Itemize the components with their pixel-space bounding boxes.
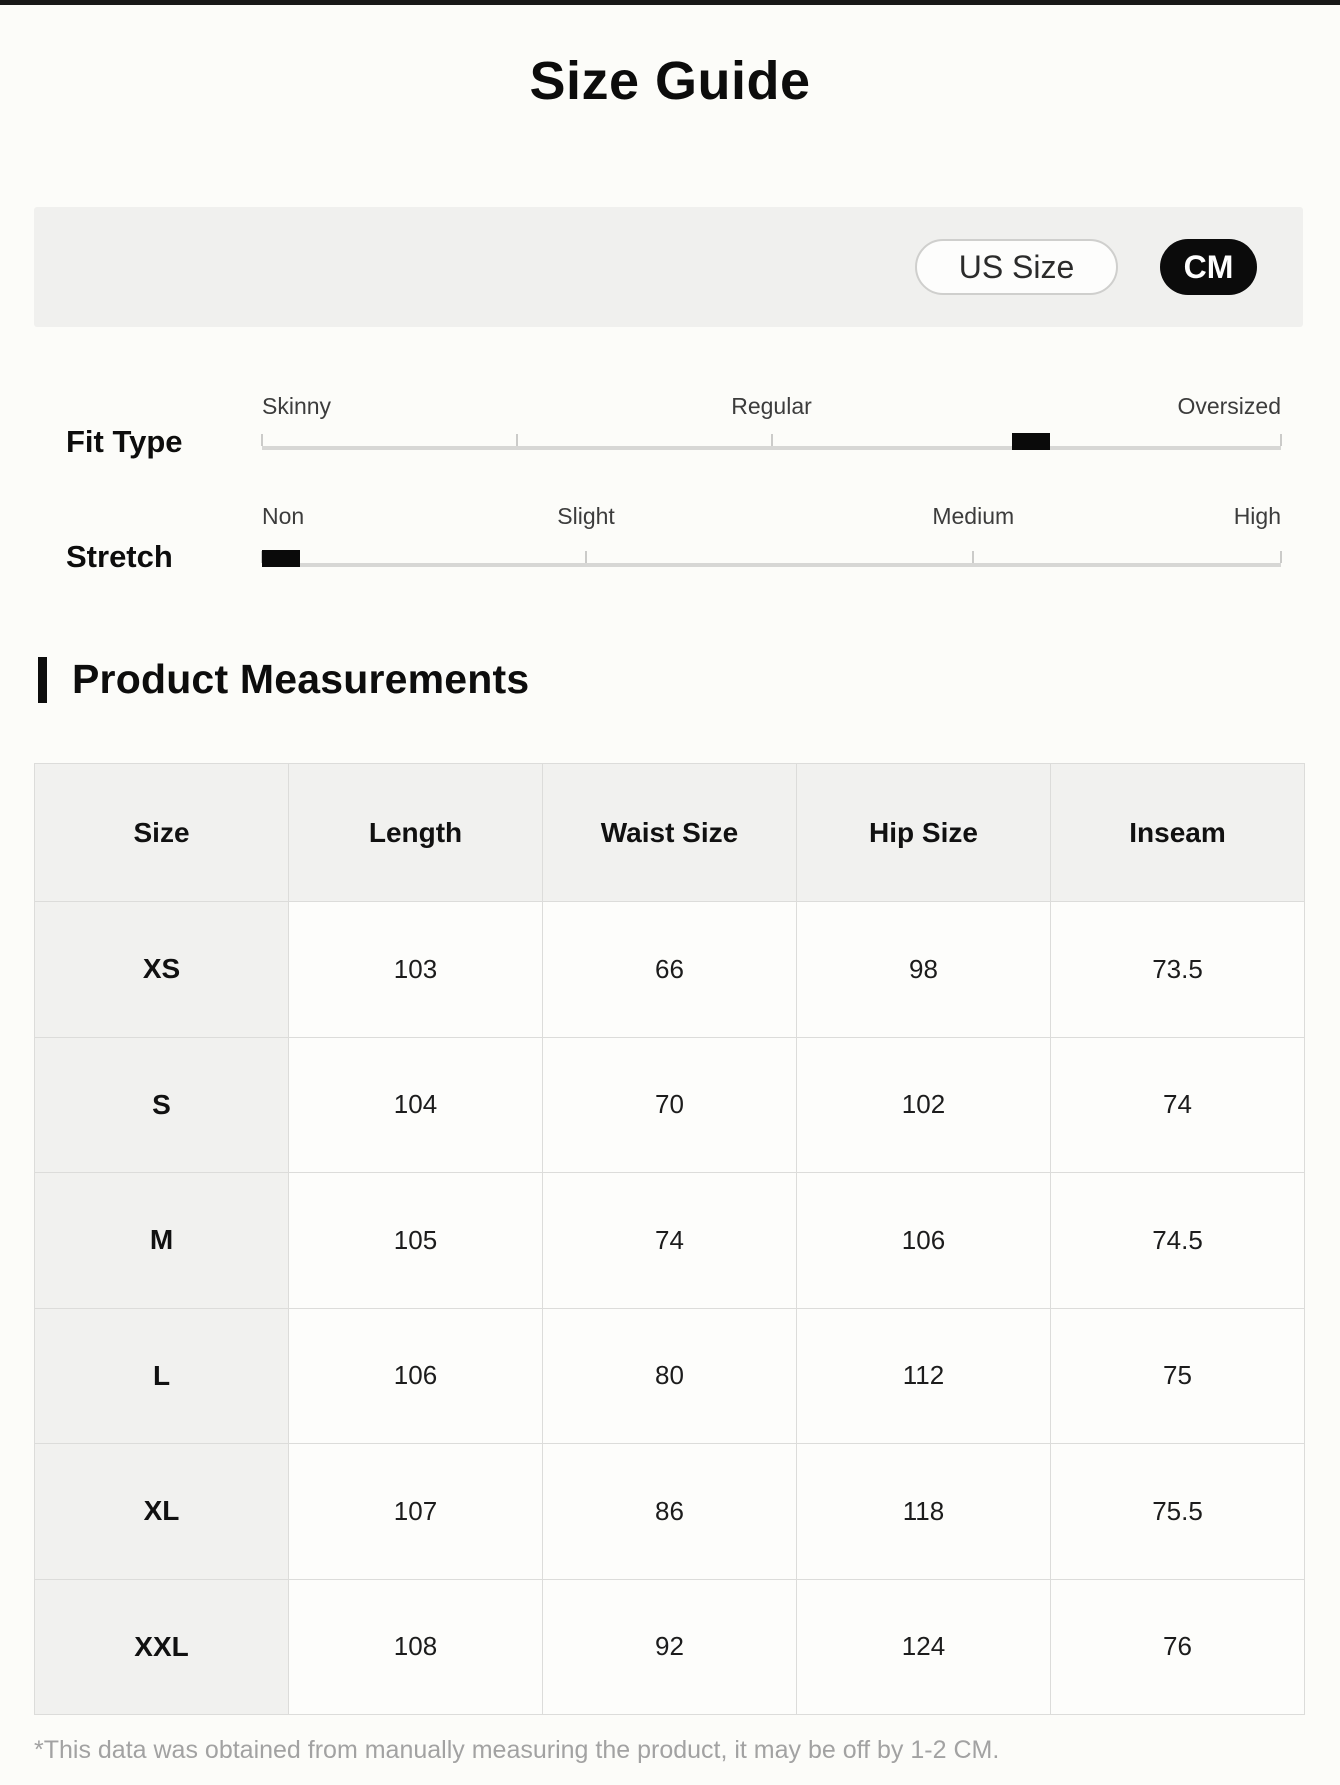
heading-accent-bar: [38, 656, 47, 703]
inseam-cell: 75.5: [1050, 1443, 1305, 1580]
hip-cell: 98: [796, 901, 1051, 1038]
fit-type-track: [262, 446, 1281, 450]
stretch-option-slight: Slight: [557, 503, 615, 529]
stretch-option-non: Non: [262, 503, 305, 529]
waist-cell: 66: [542, 901, 797, 1038]
length-cell: 105: [288, 1172, 543, 1309]
hip-cell: 102: [796, 1036, 1051, 1173]
fit-tick-0: [261, 434, 263, 446]
table-header-row: Size Length Waist Size Hip Size Inseam: [34, 763, 1305, 902]
col-header-waist: Waist Size: [542, 763, 797, 902]
stretch-track: [262, 563, 1281, 567]
table-row: S 104 70 102 74: [34, 1036, 1305, 1173]
fit-tick-100: [1280, 434, 1282, 446]
measurement-disclaimer: *This data was obtained from manually me…: [34, 1736, 1000, 1764]
us-size-button[interactable]: US Size: [915, 239, 1118, 295]
length-cell: 107: [288, 1443, 543, 1580]
fit-option-regular: Regular: [731, 393, 812, 419]
size-cell: XS: [34, 901, 289, 1038]
fit-tick-50: [770, 434, 773, 446]
table-row: XS 103 66 98 73.5: [34, 901, 1305, 1038]
col-header-hip: Hip Size: [796, 763, 1051, 902]
length-cell: 106: [288, 1307, 543, 1444]
stretch-slider: Non Slight Medium High: [261, 503, 1282, 573]
fit-option-oversized: Oversized: [1177, 393, 1281, 419]
size-cell: S: [34, 1036, 289, 1173]
table-row: L 106 80 112 75: [34, 1307, 1305, 1444]
inseam-cell: 74.5: [1050, 1172, 1305, 1309]
table-row: XXL 108 92 124 76: [34, 1578, 1305, 1715]
stretch-tick-100: [1280, 551, 1282, 563]
col-header-length: Length: [288, 763, 543, 902]
length-cell: 103: [288, 901, 543, 1038]
size-cell: XXL: [34, 1578, 289, 1715]
stretch-label: Stretch: [66, 539, 173, 574]
inseam-cell: 74: [1050, 1036, 1305, 1173]
measurements-table: Size Length Waist Size Hip Size Inseam X…: [34, 763, 1305, 1715]
stretch-tick-medium: [972, 551, 975, 563]
waist-cell: 80: [542, 1307, 797, 1444]
cm-unit-button[interactable]: CM: [1160, 239, 1257, 295]
hip-cell: 124: [796, 1578, 1051, 1715]
unit-toggle-bar: US Size CM: [34, 207, 1303, 327]
fit-type-label: Fit Type: [66, 424, 183, 459]
length-cell: 104: [288, 1036, 543, 1173]
fit-type-indicator: [1012, 433, 1051, 450]
size-cell: XL: [34, 1443, 289, 1580]
waist-cell: 86: [542, 1443, 797, 1580]
size-cell: L: [34, 1307, 289, 1444]
top-divider-bar: [0, 0, 1340, 5]
inseam-cell: 75: [1050, 1307, 1305, 1444]
col-header-size: Size: [34, 763, 289, 902]
stretch-indicator: [262, 550, 300, 567]
stretch-tick-slight: [585, 551, 588, 563]
table-row: M 105 74 106 74.5: [34, 1172, 1305, 1309]
measurements-heading: Product Measurements: [38, 656, 529, 703]
inseam-cell: 76: [1050, 1578, 1305, 1715]
stretch-option-high: High: [1233, 503, 1281, 529]
hip-cell: 112: [796, 1307, 1051, 1444]
table-row: XL 107 86 118 75.5: [34, 1443, 1305, 1580]
col-header-inseam: Inseam: [1050, 763, 1305, 902]
waist-cell: 70: [542, 1036, 797, 1173]
fit-tick-25: [515, 434, 518, 446]
size-cell: M: [34, 1172, 289, 1309]
stretch-option-medium: Medium: [932, 503, 1015, 529]
page-title: Size Guide: [529, 51, 811, 111]
hip-cell: 106: [796, 1172, 1051, 1309]
fit-option-skinny: Skinny: [262, 393, 332, 419]
hip-cell: 118: [796, 1443, 1051, 1580]
heading-text: Product Measurements: [72, 656, 530, 702]
waist-cell: 74: [542, 1172, 797, 1309]
inseam-cell: 73.5: [1050, 901, 1305, 1038]
length-cell: 108: [288, 1578, 543, 1715]
waist-cell: 92: [542, 1578, 797, 1715]
fit-type-slider: Skinny Regular Oversized: [261, 393, 1282, 463]
